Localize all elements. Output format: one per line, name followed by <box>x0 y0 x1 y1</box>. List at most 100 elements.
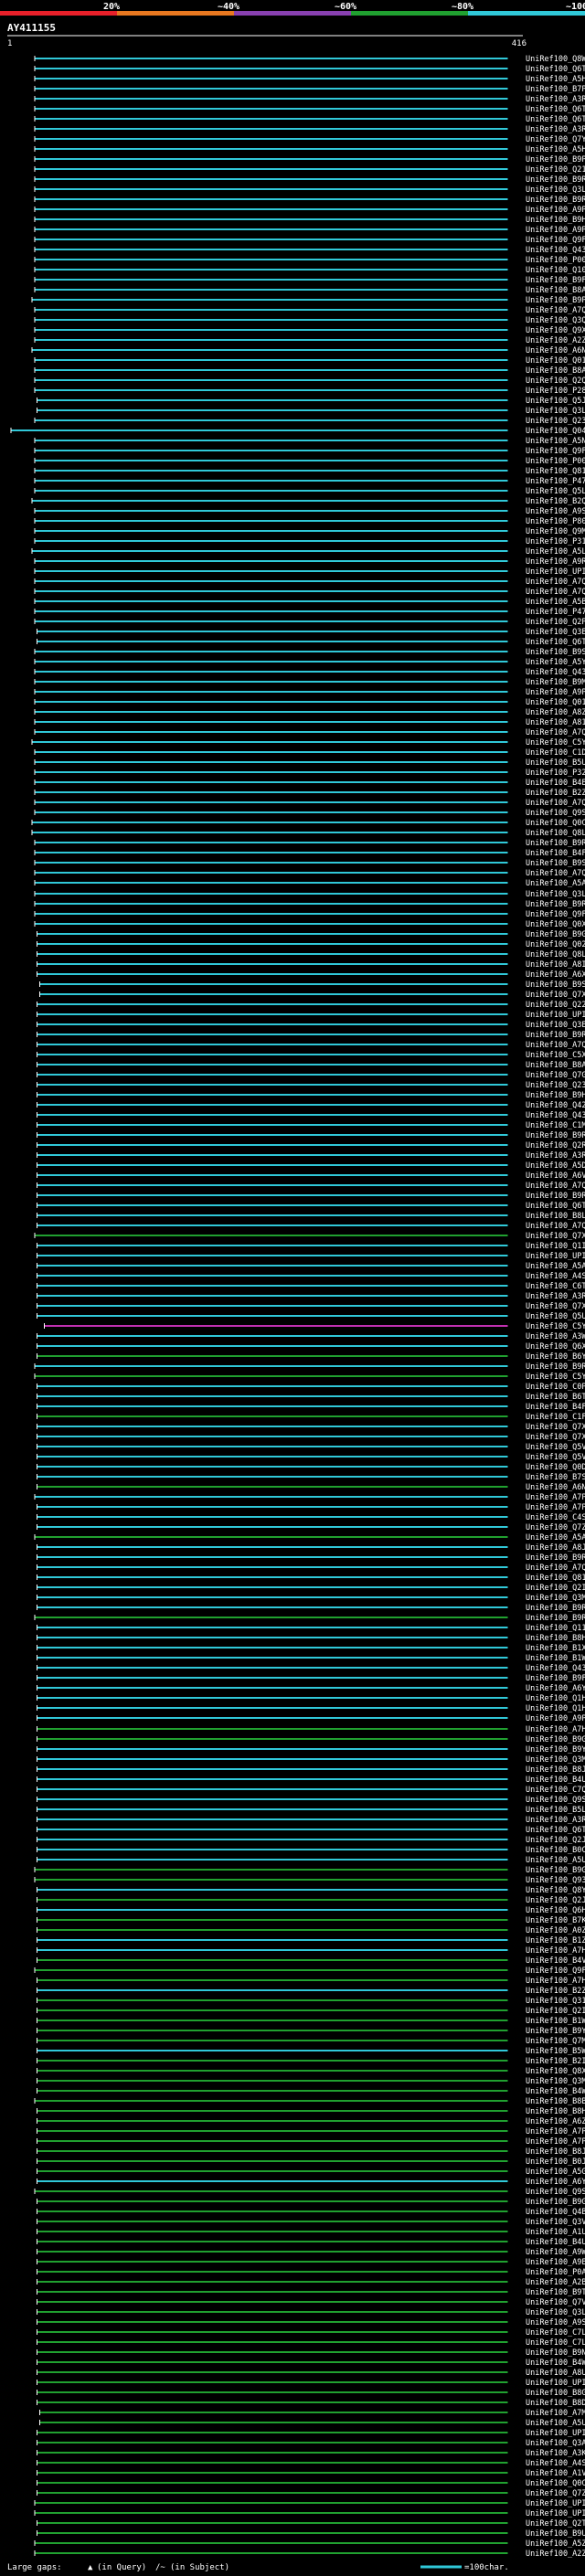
hit-label[interactable]: UniRef100_Q9FS26 <box>526 447 585 456</box>
hit-label[interactable]: UniRef100_C1F317 <box>526 1413 585 1422</box>
hit-label[interactable]: UniRef100_B8BUL0 <box>526 2097 585 2106</box>
hit-label[interactable]: UniRef100_A5AY03 <box>526 1262 585 1271</box>
hit-label[interactable]: UniRef100_Q7MBG8 <box>526 2037 585 2046</box>
hit-label[interactable]: UniRef100_B4UHW4 <box>526 1776 585 1785</box>
hit-label[interactable]: UniRef100_A4SBE0 <box>526 2459 585 2468</box>
hit-label[interactable]: UniRef100_A8ZQ71 <box>526 708 585 717</box>
hit-label[interactable]: UniRef100_A7PZI3 <box>526 1503 585 1512</box>
hit-label[interactable]: UniRef100_Q9MA22 <box>526 527 585 536</box>
hit-label[interactable]: UniRef100_B8LQB8 <box>526 1212 585 1221</box>
hit-label[interactable]: UniRef100_Q8LA06 <box>526 829 585 838</box>
hit-label[interactable]: UniRef100_Q3AW35 <box>526 2439 585 2448</box>
hit-label[interactable]: UniRef100_B8HXW4 <box>526 2107 585 2116</box>
hit-label[interactable]: UniRef100_A9RMD3 <box>526 557 585 567</box>
hit-label[interactable]: UniRef100_Q0CND9 <box>526 2479 585 2488</box>
hit-label[interactable]: UniRef100_Q8LEC3 <box>526 950 585 959</box>
hit-label[interactable]: UniRef100_B2Z452 <box>526 789 585 798</box>
hit-label[interactable]: UniRef100_B9YNL3 <box>526 1745 585 1754</box>
hit-label[interactable]: UniRef100_Q2R6B8 <box>526 1141 585 1150</box>
hit-label[interactable]: UniRef100_B8ABH1 <box>526 1061 585 1070</box>
hit-label[interactable]: UniRef100_B9GHF3 <box>526 930 585 939</box>
hit-label[interactable]: UniRef100_Q3L196 <box>526 890 585 899</box>
hit-label[interactable]: UniRef100_Q3QL75 <box>526 316 585 325</box>
hit-label[interactable]: UniRef100_B5LXC4 <box>526 1806 585 1815</box>
hit-label[interactable]: UniRef100_Q6HYJ3 <box>526 1906 585 1915</box>
hit-label[interactable]: UniRef100_A5NSI0 <box>526 437 585 446</box>
hit-label[interactable]: UniRef100_Q5UJF9 <box>526 1312 585 1321</box>
hit-label[interactable]: UniRef100_C5YFP1 <box>526 738 585 747</box>
hit-label[interactable]: UniRef100_B9HJ75 <box>526 216 585 225</box>
hit-label[interactable]: UniRef100_A7P8Y3 <box>526 1493 585 1502</box>
hit-label[interactable]: UniRef100_Q5JNB0 <box>526 397 585 406</box>
hit-label[interactable]: UniRef100_Q7G7N2 <box>526 1071 585 1080</box>
hit-label[interactable]: UniRef100_A3KXI8 <box>526 2449 585 2458</box>
hit-label[interactable]: UniRef100_B9GQH5 <box>526 1866 585 1875</box>
hit-label[interactable]: UniRef100_Q1IPV3 <box>526 1242 585 1251</box>
hit-label[interactable]: UniRef100_Q7XBB5 <box>526 1232 585 1241</box>
hit-label[interactable]: UniRef100_B5W949 <box>526 2047 585 2056</box>
hit-label[interactable]: UniRef100_B5U9V0 <box>526 758 585 768</box>
hit-label[interactable]: UniRef100_Q7XP02 <box>526 1433 585 1442</box>
hit-label[interactable]: UniRef100_P47998 <box>526 477 585 486</box>
hit-label[interactable]: UniRef100_A1VFU7 <box>526 2469 585 2478</box>
hit-label[interactable]: UniRef100_A5HFN5 <box>526 145 585 154</box>
hit-label[interactable]: UniRef100_Q1HLZ1 <box>526 1704 585 1713</box>
hit-label[interactable]: UniRef100_Q43726 <box>526 1111 585 1120</box>
hit-label[interactable]: UniRef100_Q43725 <box>526 668 585 677</box>
hit-label[interactable]: UniRef100_A7Q5V1 <box>526 306 585 315</box>
hit-label[interactable]: UniRef100_B8JEP4 <box>526 1765 585 1775</box>
hit-label[interactable]: UniRef100_B1WQT7 <box>526 1654 585 1663</box>
hit-label[interactable]: UniRef100_Q9FSF5 <box>526 910 585 919</box>
hit-label[interactable]: UniRef100_A7MRG7 <box>526 2409 585 2418</box>
hit-label[interactable]: UniRef100_B1ZM51 <box>526 1936 585 1945</box>
hit-label[interactable]: UniRef100_A9PJ14 <box>526 688 585 697</box>
hit-label[interactable]: UniRef100_B9GIJ7 <box>526 1735 585 1744</box>
hit-label[interactable]: UniRef100_A3WLH3 <box>526 1332 585 1341</box>
hit-label[interactable]: UniRef100_B4UGB4 <box>526 2238 585 2247</box>
hit-label[interactable]: UniRef100_Q23733 <box>526 417 585 426</box>
hit-label[interactable]: UniRef100_Q9FS29 <box>526 1966 585 1976</box>
hit-label[interactable]: UniRef100_B9RDU1 <box>526 1614 585 1623</box>
hit-label[interactable]: UniRef100_P31300 <box>526 537 585 546</box>
hit-label[interactable]: UniRef100_Q2TGG0 <box>526 2519 585 2528</box>
hit-label[interactable]: UniRef100_Q3L197 <box>526 407 585 416</box>
hit-label[interactable]: UniRef100_C5XN68 <box>526 1051 585 1060</box>
hit-label[interactable]: UniRef100_Q0CW98 <box>526 819 585 828</box>
hit-label[interactable]: UniRef100_Q22682 <box>526 1001 585 1010</box>
hit-label[interactable]: UniRef100_A6NRJ4 <box>526 346 585 355</box>
hit-label[interactable]: UniRef100_A9P998 <box>526 226 585 235</box>
hit-label[interactable]: UniRef100_Q6TEU4 <box>526 638 585 647</box>
hit-label[interactable]: UniRef100_A6ZXY3 <box>526 2117 585 2126</box>
hit-label[interactable]: UniRef100_A6NRN7 <box>526 1483 585 1492</box>
hit-label[interactable]: UniRef100_Q3LA05 <box>526 186 585 195</box>
hit-label[interactable]: UniRef100_A9PGL6 <box>526 1714 585 1723</box>
hit-label[interactable]: UniRef100_Q6X3W7 <box>526 1342 585 1352</box>
hit-label[interactable]: UniRef100_A7QHU9 <box>526 1182 585 1191</box>
hit-label[interactable]: UniRef100_B0JJZ9 <box>526 2157 585 2167</box>
hit-label[interactable]: UniRef100_B1XX44 <box>526 1644 585 1653</box>
hit-label[interactable]: UniRef100_Q43317 <box>526 246 585 255</box>
hit-label[interactable]: UniRef100_A7HIY2 <box>526 1977 585 1986</box>
hit-label[interactable]: UniRef100_A7QWL9 <box>526 1564 585 1573</box>
hit-label[interactable]: UniRef100_Q01155 <box>526 698 585 707</box>
hit-label[interactable]: UniRef100_Q6TG78 <box>526 1202 585 1211</box>
hit-label[interactable]: UniRef100_Q01154 <box>526 356 585 366</box>
hit-label[interactable]: UniRef100_B9YP03 <box>526 2027 585 2036</box>
hit-label[interactable]: UniRef100_P28076 <box>526 387 585 396</box>
hit-label[interactable]: UniRef100_B9SY80 <box>526 859 585 868</box>
hit-label[interactable]: UniRef100_A2BN98 <box>526 2278 585 2287</box>
hit-label[interactable]: UniRef100_A81SK9 <box>526 718 585 727</box>
hit-label[interactable]: UniRef100_Q7ZE05 <box>526 2489 585 2498</box>
hit-label[interactable]: UniRef100_B9PA90 <box>526 296 585 305</box>
hit-label[interactable]: UniRef100_B0C378 <box>526 1846 585 1855</box>
hit-label[interactable]: UniRef100_Q7XT86 <box>526 1423 585 1432</box>
hit-label[interactable]: UniRef100_Q3LD57 <box>526 2308 585 2317</box>
hit-label[interactable]: UniRef100_A1UT82 <box>526 2228 585 2237</box>
hit-label[interactable]: UniRef100_A9SEU2 <box>526 507 585 516</box>
hit-label[interactable]: UniRef100_A3RM05 <box>526 1151 585 1161</box>
hit-label[interactable]: UniRef100_Q43153 <box>526 1664 585 1673</box>
hit-label[interactable]: UniRef100_A5DY56 <box>526 1161 585 1171</box>
hit-label[interactable]: UniRef100_B9GQA6 <box>526 2198 585 2207</box>
hit-label[interactable]: UniRef100_B9U7N2 <box>526 2529 585 2539</box>
hit-label[interactable]: UniRef100_P00872 <box>526 457 585 466</box>
